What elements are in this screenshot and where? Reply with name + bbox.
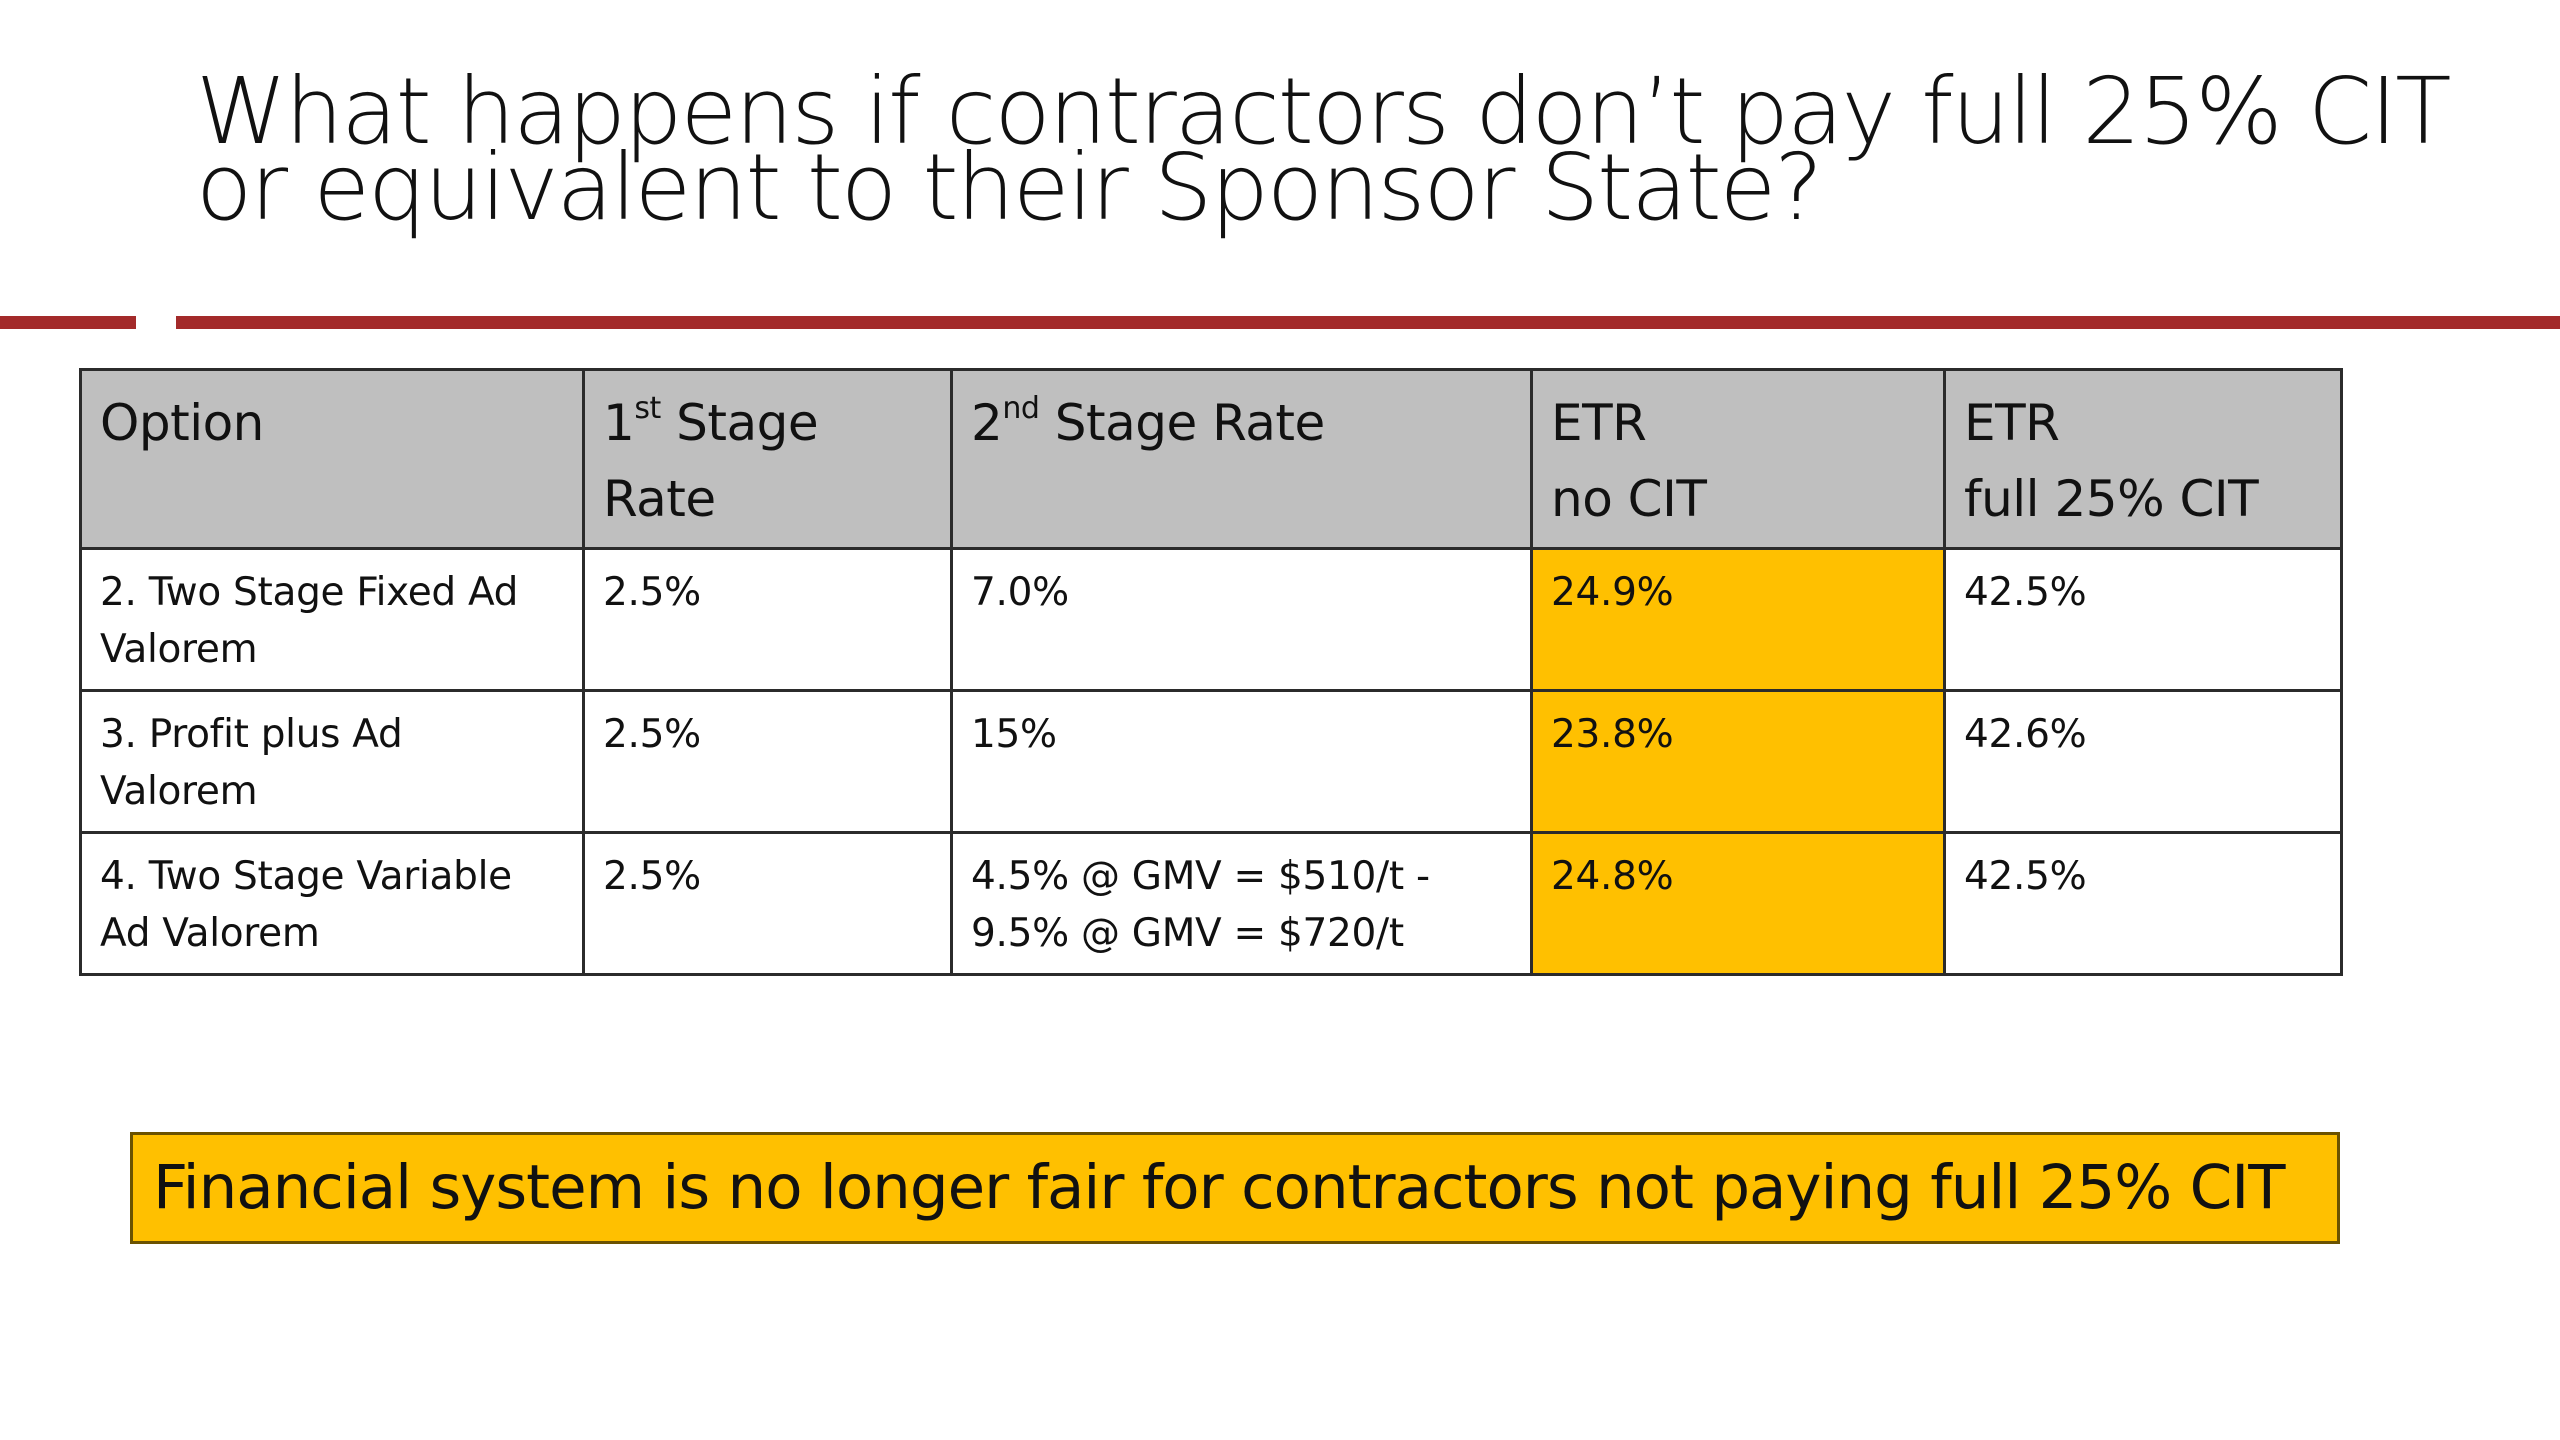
table-row: 4. Two Stage Variable Ad Valorem 2.5% 4.…	[79, 831, 2343, 976]
header-stage1-line2: Rate	[603, 470, 716, 528]
header-stage2-ordinal: nd	[1002, 391, 1040, 427]
cell-etr-full-cit: 42.6%	[1943, 689, 2343, 834]
cell-stage1-rate: 2.5%	[582, 689, 953, 834]
option-line-1: 3. Profit plus Ad	[100, 712, 403, 757]
option-line-2: Valorem	[100, 769, 258, 814]
conclusion-callout: Financial system is no longer fair for c…	[130, 1132, 2340, 1244]
cell-etr-full-cit: 42.5%	[1943, 831, 2343, 976]
slide-title-line-1: What happens if contractors don’t pay fu…	[196, 58, 2452, 165]
cell-etr-full-cit: 42.5%	[1943, 547, 2343, 692]
header-stage2-number: 2	[971, 394, 1003, 452]
header-etr-full-line1: ETR	[1964, 394, 2060, 452]
cell-stage1-rate: 2.5%	[582, 547, 953, 692]
header-stage2-text: Stage Rate	[1039, 394, 1326, 452]
header-stage1-text: Stage	[660, 394, 819, 452]
stage2-line-1: 4.5% @ GMV = $510/t -	[971, 854, 1430, 899]
stage2-line-2: 9.5% @ GMV = $720/t	[971, 911, 1404, 956]
options-table: Option 1st Stage Rate 2nd Stage Rate ETR…	[79, 368, 2343, 976]
table-row: 3. Profit plus Ad Valorem 2.5% 15% 23.8%…	[79, 689, 2343, 834]
stage2-line-1: 15%	[971, 712, 1057, 757]
header-stage2-line1: 2nd Stage Rate	[971, 385, 1512, 461]
title-rule-right	[176, 316, 2560, 329]
option-line-1: 2. Two Stage Fixed Ad	[100, 570, 519, 615]
header-etr-no-cit-line1: ETR	[1551, 394, 1647, 452]
cell-option: 4. Two Stage Variable Ad Valorem	[79, 831, 585, 976]
stage2-line-1: 7.0%	[971, 570, 1069, 615]
cell-option: 3. Profit plus Ad Valorem	[79, 689, 585, 834]
header-etr-full-line2: full 25% CIT	[1964, 470, 2259, 528]
header-etr-full-cit: ETR full 25% CIT	[1943, 368, 2343, 550]
cell-etr-no-cit: 23.8%	[1530, 689, 1946, 834]
header-stage2-rate: 2nd Stage Rate	[950, 368, 1533, 550]
cell-etr-no-cit: 24.9%	[1530, 547, 1946, 692]
table-row: 2. Two Stage Fixed Ad Valorem 2.5% 7.0% …	[79, 547, 2343, 692]
header-etr-no-cit-line2: no CIT	[1551, 470, 1707, 528]
table-header-row: Option 1st Stage Rate 2nd Stage Rate ETR…	[79, 368, 2343, 550]
header-stage1-line1: 1st Stage	[603, 385, 932, 461]
header-etr-no-cit: ETR no CIT	[1530, 368, 1946, 550]
cell-stage2-rate: 7.0%	[950, 547, 1533, 692]
option-line-1: 4. Two Stage Variable	[100, 854, 512, 899]
header-option-label: Option	[100, 394, 264, 452]
header-stage1-rate: 1st Stage Rate	[582, 368, 953, 550]
cell-stage2-rate: 15%	[950, 689, 1533, 834]
cell-stage2-rate: 4.5% @ GMV = $510/t - 9.5% @ GMV = $720/…	[950, 831, 1533, 976]
option-line-2: Ad Valorem	[100, 911, 320, 956]
cell-etr-no-cit: 24.8%	[1530, 831, 1946, 976]
title-rule-left	[0, 316, 136, 329]
cell-stage1-rate: 2.5%	[582, 831, 953, 976]
slide-title-line-2: or equivalent to their Sponsor State?	[196, 134, 1823, 241]
option-line-2: Valorem	[100, 627, 258, 672]
header-option: Option	[79, 368, 585, 550]
cell-option: 2. Two Stage Fixed Ad Valorem	[79, 547, 585, 692]
slide-title: What happens if contractors don’t pay fu…	[196, 58, 2496, 241]
header-stage1-number: 1	[603, 394, 635, 452]
header-stage1-ordinal: st	[634, 391, 661, 427]
